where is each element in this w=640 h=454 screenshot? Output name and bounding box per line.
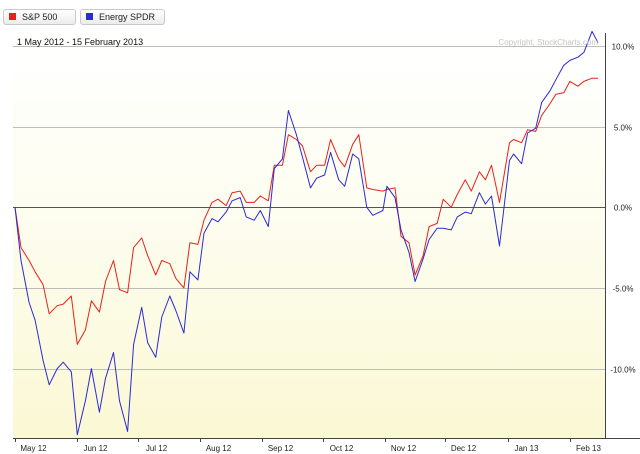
x-tick-label: Jul 12 [146, 444, 168, 453]
x-tick-label: Oct 12 [330, 444, 354, 453]
x-tick-label: Feb 13 [576, 444, 601, 453]
legend-label-energy-spdr: Energy SPDR [99, 12, 156, 22]
y-tick-label: -5.0% [613, 285, 634, 294]
series-line-energy-spdr [14, 30, 599, 436]
series-line-sp500 [14, 77, 598, 345]
legend-item-sp500[interactable]: S&P 500 [3, 9, 76, 25]
y-tick-label: -10.0% [610, 366, 635, 375]
y-tick-label: 0.0% [614, 204, 632, 213]
x-tick-label: Jun 12 [83, 444, 108, 453]
legend-label-sp500: S&P 500 [22, 12, 58, 22]
x-tick-label: Dec 12 [451, 444, 477, 453]
x-tick-label: Jan 13 [514, 444, 539, 453]
y-tick-label: 5.0% [614, 124, 632, 133]
x-tick-label: Nov 12 [391, 444, 417, 453]
x-axis: May 12 Jun 12 Jul 12 Aug 12 Sep 12 Oct 12 Nov … [15, 438, 602, 453]
plot-background [13, 33, 605, 438]
copyright-watermark: Copyright, StockCharts.com [498, 38, 598, 47]
y-axis: 10.0% 5.0% 0.0% -5.0% -10.0% [610, 43, 635, 375]
chart-subtitle: 1 May 2012 - 15 February 2013 [17, 37, 143, 47]
legend: S&P 500 Energy SPDR [0, 0, 640, 33]
legend-swatch-sp500 [9, 13, 16, 20]
x-tick-label: Aug 12 [206, 444, 232, 453]
legend-swatch-energy-spdr [86, 13, 93, 20]
series-lines [14, 30, 599, 436]
gridlines [13, 46, 605, 370]
legend-item-energy-spdr[interactable]: Energy SPDR [80, 9, 165, 25]
y-tick-label: 10.0% [612, 43, 635, 52]
x-tick-label: May 12 [20, 444, 47, 453]
x-tick-label: Sep 12 [268, 444, 294, 453]
